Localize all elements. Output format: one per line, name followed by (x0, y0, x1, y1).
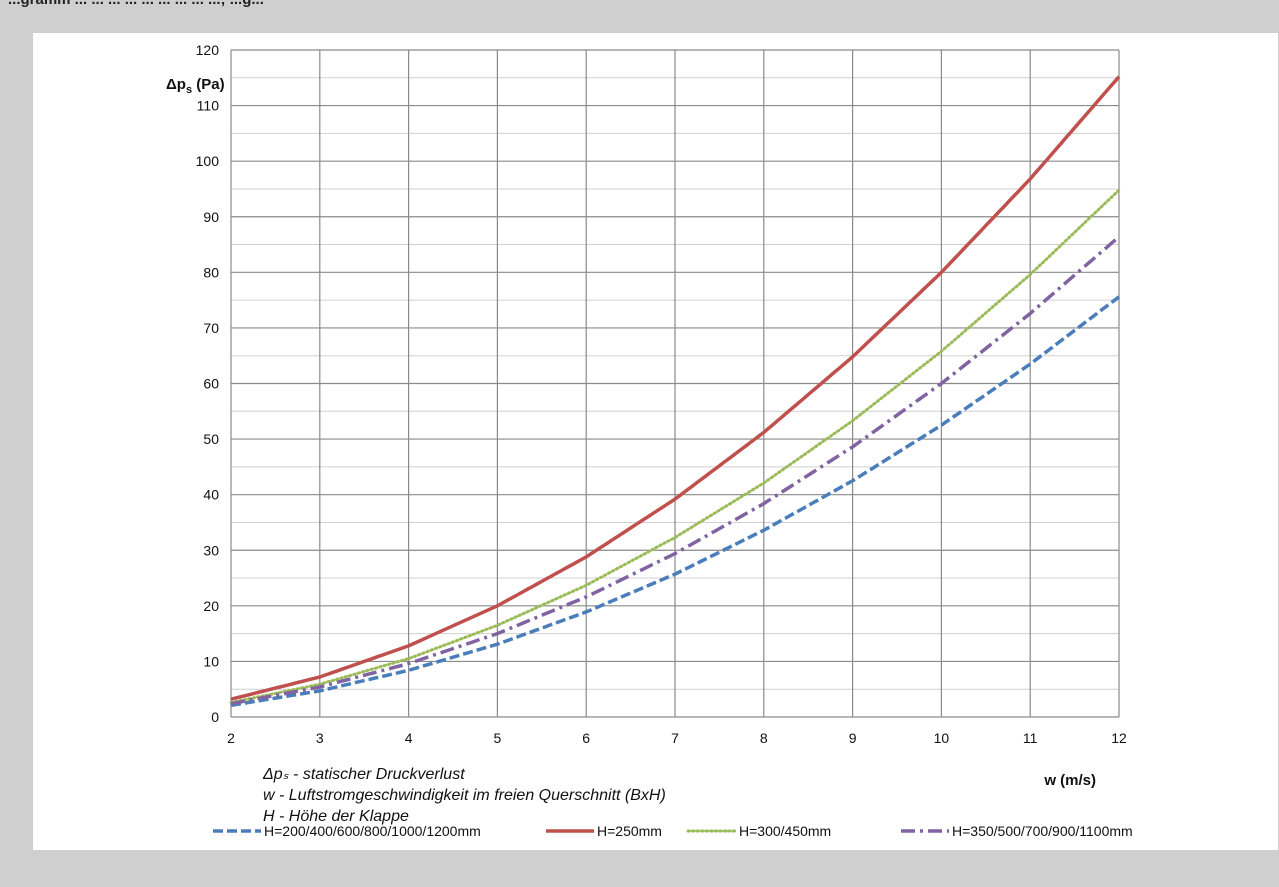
x-axis-label: w (m/s) (1043, 772, 1096, 789)
y-tick-label: 20 (203, 598, 219, 614)
x-tick-label: 5 (494, 730, 502, 746)
x-tick-label: 4 (405, 730, 413, 746)
y-tick-label: 100 (196, 153, 220, 169)
grid (230, 49, 1120, 718)
series-line-2 (230, 75, 1121, 701)
pressure-loss-chart: 0 10 20 30 40 50 60 70 80 90 100 110 120 2 3 4 5 6 7 8 9 10 1… (166, 42, 1133, 839)
x-tick-label: 3 (316, 730, 324, 746)
annotation-delta-ps: Δpₛ - statischer Druckverlust (262, 766, 465, 783)
y-tick-label: 120 (196, 42, 220, 58)
x-tick-label: 6 (582, 730, 590, 746)
x-tick-label: 7 (671, 730, 679, 746)
legend-label-1: H=200/400/600/800/1000/1200mm (264, 823, 481, 839)
x-tick-label: 10 (934, 730, 950, 746)
legend-label-4: H=350/500/700/900/1100mm (952, 823, 1133, 839)
x-tick-label: 12 (1111, 730, 1127, 746)
page-header-partial: ...gramm ... ... ... ... ... ... ... ...… (8, 0, 264, 8)
y-tick-label: 0 (211, 709, 219, 725)
x-tick-labels: 2 3 4 5 6 7 8 9 10 11 12 (227, 730, 1127, 746)
legend-label-3: H=300/450mm (739, 823, 831, 839)
series-lines (229, 75, 1121, 708)
annotation-h: H - Höhe der Klappe (263, 808, 409, 825)
annotation-w: w - Luftstromgeschwindigkeit im freien Q… (263, 787, 666, 804)
chart-panel: 0 10 20 30 40 50 60 70 80 90 100 110 120 2 3 4 5 6 7 8 9 10 1… (33, 33, 1278, 850)
y-tick-label: 30 (203, 542, 219, 558)
x-tick-label: 2 (227, 730, 235, 746)
y-tick-label: 10 (203, 653, 219, 669)
y-tick-label: 40 (203, 487, 219, 503)
y-tick-labels: 0 10 20 30 40 50 60 70 80 90 100 110 120 (196, 42, 220, 725)
y-tick-label: 90 (203, 209, 219, 225)
series-line-4 (230, 235, 1121, 706)
legend-label-2: H=250mm (597, 823, 662, 839)
x-tick-label: 8 (760, 730, 768, 746)
series-line-1 (230, 295, 1121, 708)
y-tick-label: 80 (203, 264, 219, 280)
x-tick-label: 11 (1023, 730, 1038, 746)
legend: H=200/400/600/800/1000/1200mm H=250mm H=30… (213, 823, 1133, 839)
y-tick-label: 50 (203, 431, 219, 447)
series-line-3 (229, 188, 1121, 704)
y-tick-label: 60 (203, 376, 219, 392)
y-tick-label: 110 (197, 98, 220, 114)
x-tick-label: 9 (849, 730, 857, 746)
y-tick-label: 70 (203, 320, 219, 336)
y-axis-label: Δps (Pa) (166, 76, 225, 96)
